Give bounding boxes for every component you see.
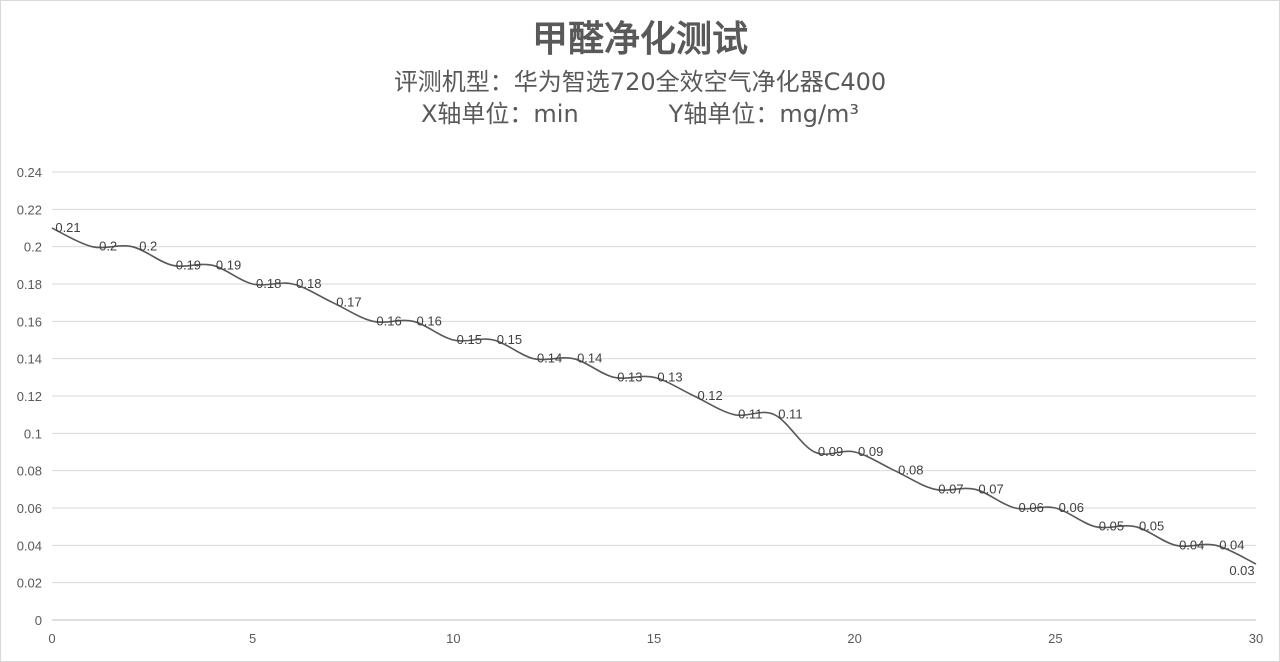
chart-title: 甲醛净化测试 (531, 19, 748, 60)
y-tick-label: 0.16 (17, 314, 42, 329)
y-unit-label: Y轴单位：mg/m³ (668, 100, 860, 128)
x-tick-label: 30 (1249, 631, 1263, 646)
x-tick-label: 20 (847, 631, 861, 646)
data-label: 0.12 (697, 388, 722, 403)
y-tick-label: 0.2 (24, 240, 42, 255)
data-label: 0.09 (858, 444, 883, 459)
gridlines (52, 171, 1256, 621)
data-label: 0.2 (99, 239, 117, 254)
data-label: 0.19 (176, 257, 201, 272)
data-label: 0.16 (417, 313, 442, 328)
x-unit-label: X轴单位：min (420, 100, 579, 128)
y-tick-label: 0.18 (17, 277, 42, 292)
data-label: 0.13 (617, 369, 642, 384)
data-label: 0.15 (457, 332, 482, 347)
data-label: 0.18 (256, 276, 281, 291)
y-axis-ticks: 0 0.02 0.04 0.06 0.08 0.1 0.12 0.14 0.16 0.18 0.2 0… (17, 165, 42, 628)
data-label: 0.14 (577, 351, 602, 366)
data-label: 0.04 (1219, 537, 1244, 552)
data-label: 0.11 (778, 407, 802, 422)
y-tick-label: 0 (35, 613, 42, 628)
y-tick-label: 0.22 (17, 202, 42, 217)
x-tick-label: 5 (249, 631, 256, 646)
data-label: 0.09 (818, 444, 843, 459)
x-tick-label: 15 (647, 631, 661, 646)
data-label: 0.04 (1179, 537, 1204, 552)
y-tick-label: 0.08 (17, 464, 42, 479)
y-tick-label: 0.1 (24, 426, 42, 441)
data-label: 0.13 (657, 369, 682, 384)
x-tick-label: 10 (446, 631, 460, 646)
data-label: 0.08 (898, 463, 923, 478)
x-tick-label: 0 (48, 631, 55, 646)
data-label: 0.16 (376, 313, 401, 328)
data-label: 0.17 (336, 295, 361, 310)
chart-subtitle-units: X轴单位：min Y轴单位：mg/m³ (0, 94, 1280, 129)
data-label: 0.11 (738, 407, 762, 422)
x-axis-ticks: 0 5 10 15 20 25 30 (48, 631, 1263, 646)
y-tick-label: 0.24 (17, 165, 42, 180)
x-tick-label: 25 (1048, 631, 1062, 646)
data-label: 0.14 (537, 351, 562, 366)
data-label: 0.15 (497, 332, 522, 347)
series-line-group (51, 227, 1257, 565)
data-label: 0.21 (55, 220, 80, 235)
data-label: 0.07 (978, 481, 1003, 496)
y-tick-label: 0.06 (17, 501, 42, 516)
data-label: 0.06 (1019, 500, 1044, 515)
data-label: 0.18 (296, 276, 321, 291)
data-label: 0.06 (1059, 500, 1084, 515)
y-tick-label: 0.02 (17, 576, 42, 591)
data-labels: 0.21 0.2 0.2 0.19 0.19 0.18 0.18 0.17 0.16 0.16 0.… (55, 220, 1254, 578)
y-tick-label: 0.12 (17, 389, 42, 404)
data-label: 0.05 (1099, 519, 1124, 534)
data-label: 0.07 (938, 481, 963, 496)
chart-subtitle-model: 评测机型：华为智选720全效空气净化器C400 (393, 68, 887, 96)
data-label: 0.2 (139, 239, 157, 254)
y-tick-label: 0.04 (17, 538, 42, 553)
data-label: 0.03 (1229, 563, 1254, 578)
data-label: 0.05 (1139, 519, 1164, 534)
y-tick-label: 0.14 (17, 352, 42, 367)
data-label: 0.19 (216, 257, 241, 272)
